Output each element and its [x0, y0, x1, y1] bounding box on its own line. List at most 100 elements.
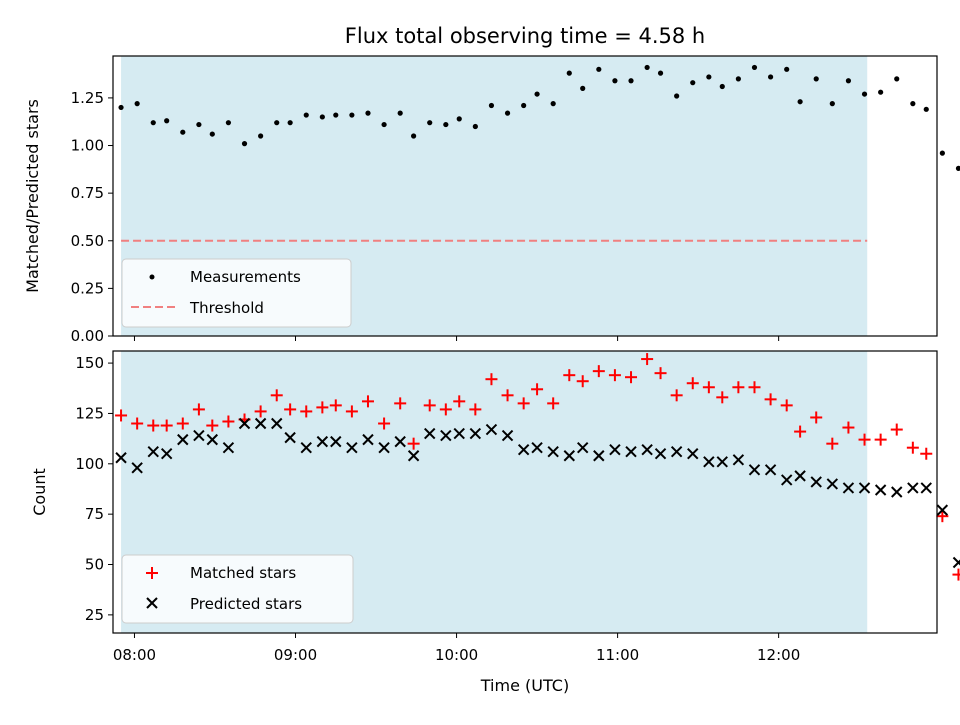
predicted-star-marker: [330, 435, 342, 448]
predicted-star-marker: [858, 482, 871, 494]
matched-star-marker: [407, 437, 420, 450]
measurement-point: [706, 74, 712, 80]
measurement-point: [456, 116, 462, 122]
measurement-point: [381, 121, 387, 128]
predicted-star-marker: [501, 429, 514, 442]
count-axes-frame: [112, 350, 938, 634]
predicted-star-marker: [238, 417, 251, 430]
measurement-point: [813, 76, 819, 82]
measurement-point: [303, 112, 309, 118]
measurement-point: [580, 85, 586, 91]
measurement-point: [829, 101, 835, 107]
measurement-point: [674, 93, 680, 99]
measurement-point: [923, 106, 929, 112]
y-tick-label: 0.00: [71, 327, 104, 345]
predicted-star-markers: [115, 417, 960, 569]
legend-measurement-marker: [149, 274, 155, 280]
measurement-point: [784, 66, 790, 72]
predicted-star-marker: [424, 427, 436, 440]
ratio-panel: 0.00 0.25 0.50 0.75 1.00 1.25 Matched/Predict…: [23, 55, 960, 345]
ratio-axes-frame: [112, 55, 938, 337]
matched-star-marker: [641, 353, 654, 366]
matched-star-marker: [780, 399, 793, 412]
matched-star-marker: [654, 367, 667, 380]
measurement-point: [504, 110, 511, 116]
predicted-star-marker: [654, 448, 667, 460]
legend-predicted-marker: [146, 597, 158, 609]
matched-star-marker: [222, 415, 235, 428]
matched-star-marker: [501, 389, 514, 402]
predicted-star-marker: [842, 482, 855, 494]
matched-star-marker: [810, 411, 823, 424]
measurement-point: [164, 118, 170, 124]
measurement-point: [690, 80, 696, 86]
matched-star-marker: [361, 395, 374, 408]
measurement-point: [939, 150, 945, 156]
predicted-star-marker: [780, 474, 793, 486]
measurement-point: [365, 110, 371, 116]
measurement-point: [472, 123, 478, 130]
predicted-star-marker: [394, 435, 406, 448]
measurement-point: [180, 129, 186, 135]
measurement-point: [274, 120, 280, 126]
figure-title: Flux total observing time = 4.58 h: [345, 24, 705, 48]
matched-star-marker: [826, 437, 839, 450]
matched-star-marker: [284, 403, 297, 416]
matched-star-marker: [686, 377, 699, 390]
measurement-point: [488, 102, 495, 109]
predicted-star-marker: [284, 431, 296, 444]
matched-star-marker: [716, 391, 729, 404]
matched-star-marker: [131, 417, 144, 430]
predicted-star-marker: [115, 452, 127, 464]
measurement-point: [797, 99, 803, 105]
measurement-point: [657, 70, 664, 76]
matched-star-marker: [300, 405, 313, 418]
matched-star-marker: [890, 423, 903, 436]
predicted-star-marker: [952, 556, 960, 569]
measurement-point: [287, 120, 293, 126]
predicted-star-marker: [920, 482, 932, 494]
predicted-star-marker: [810, 476, 822, 488]
matched-star-marker: [394, 397, 407, 410]
matched-star-marker: [920, 447, 933, 460]
measurement-point: [258, 133, 264, 139]
measurement-point: [612, 78, 618, 84]
predicted-star-marker: [131, 462, 143, 474]
measurement-point: [596, 66, 602, 72]
matched-star-marker: [423, 399, 436, 412]
matched-star-marker: [576, 375, 589, 388]
predicted-star-marker: [453, 427, 465, 440]
predicted-star-marker: [732, 454, 745, 466]
measurement-point: [225, 120, 232, 126]
predicted-star-marker: [576, 441, 589, 454]
count-legend: Matched stars Predicted stars: [121, 554, 354, 624]
y-tick-label: 150: [75, 354, 104, 372]
matched-star-marker: [764, 393, 777, 406]
matched-star-marker: [316, 401, 329, 414]
matched-star-marker: [345, 405, 358, 418]
matched-star-marker: [160, 419, 173, 432]
legend-matched-marker: [146, 567, 158, 579]
predicted-star-marker: [670, 446, 683, 458]
predicted-star-marker: [222, 441, 235, 454]
predicted-star-marker: [206, 433, 219, 446]
matched-star-marker: [517, 397, 530, 410]
measurement-point: [550, 101, 556, 107]
legend-threshold-label: Threshold: [189, 299, 264, 317]
predicted-star-marker: [826, 478, 839, 490]
predicted-star-marker: [609, 443, 621, 456]
measurement-point: [397, 110, 403, 116]
predicted-star-marker: [794, 470, 806, 482]
measurement-point: [411, 133, 417, 139]
measurement-point: [767, 74, 774, 80]
matched-star-marker: [192, 403, 205, 416]
measurement-point: [878, 89, 884, 95]
y-tick-label: 1.25: [71, 89, 104, 107]
matched-star-marker: [329, 399, 342, 412]
matched-star-marker: [858, 433, 871, 446]
x-tick-label: 08:00: [113, 646, 156, 664]
predicted-star-marker: [936, 504, 949, 516]
matched-star-marker: [842, 421, 855, 434]
